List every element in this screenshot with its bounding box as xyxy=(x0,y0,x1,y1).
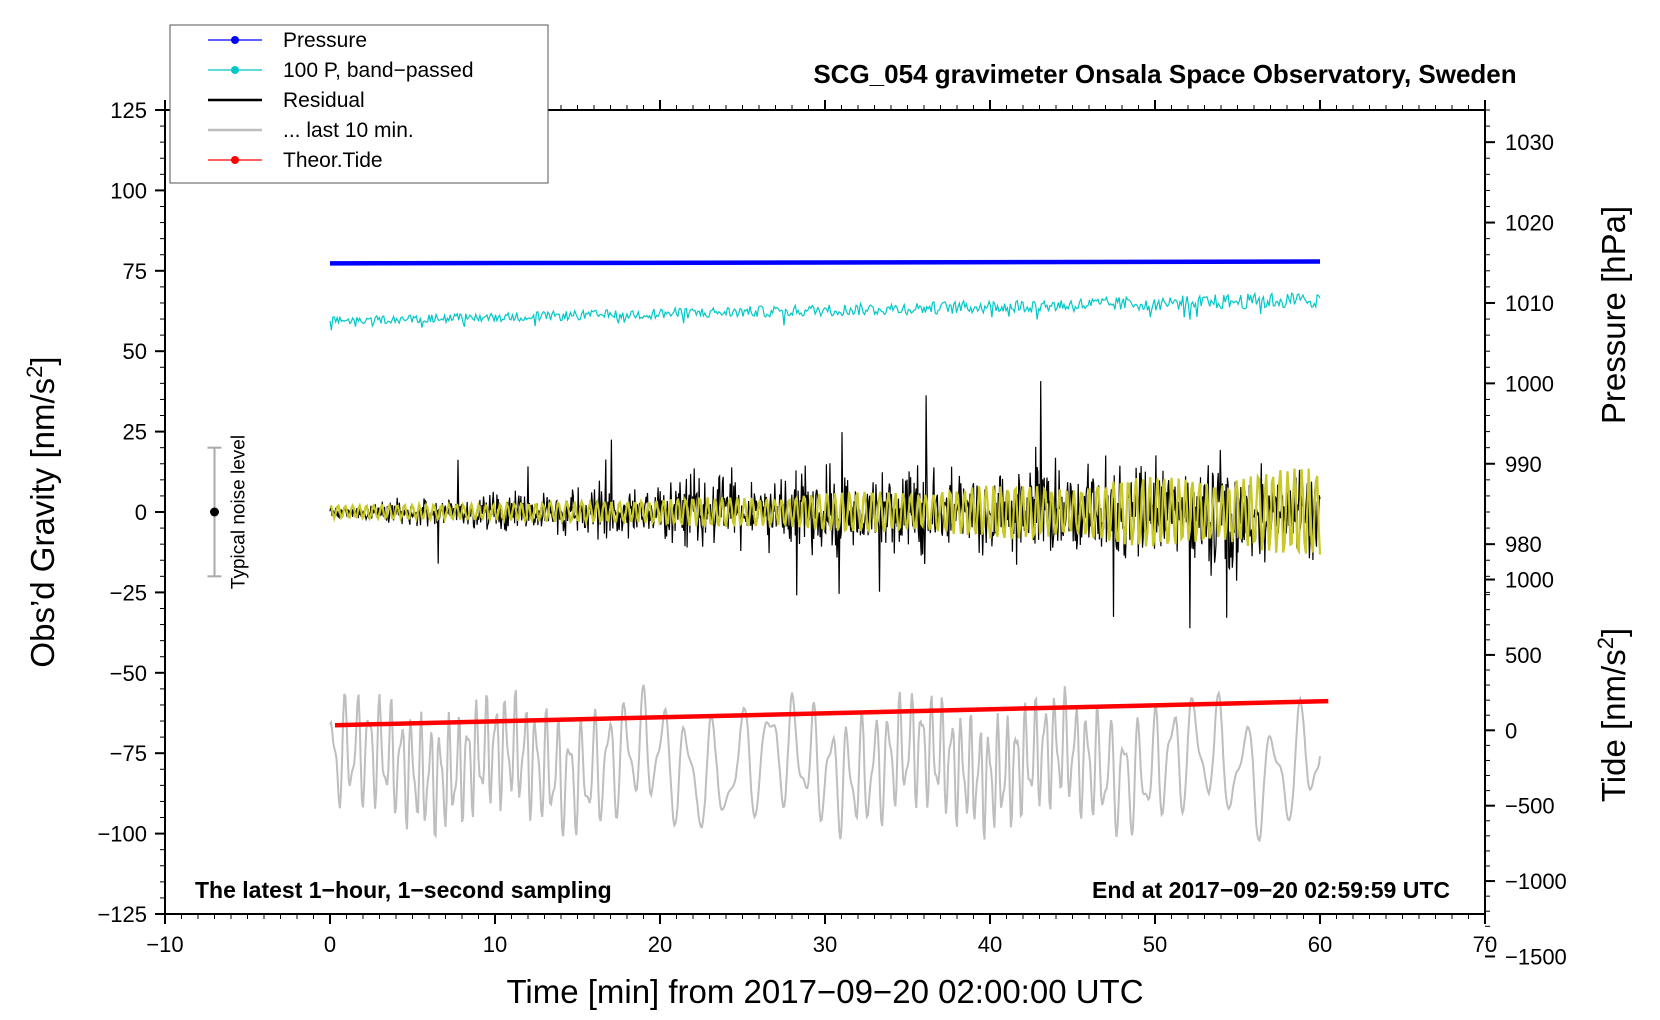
series-theoretical-tide xyxy=(334,698,1329,728)
y-tick-label: 50 xyxy=(123,339,147,364)
legend-label: Theor.Tide xyxy=(283,149,383,172)
left-axis-title-sup: 2 xyxy=(22,366,47,378)
y-tick-label: 100 xyxy=(110,178,147,203)
tide-tick-label: −1000 xyxy=(1505,869,1567,894)
y-tick-label: 25 xyxy=(123,420,147,445)
x-tick-label: 0 xyxy=(324,932,336,957)
legend: Pressure 100 P, band−passed Residual ... la… xyxy=(169,24,549,184)
x-tick-label: 10 xyxy=(483,932,507,957)
x-tick-label: −10 xyxy=(146,932,183,957)
y-tick-label: −25 xyxy=(110,580,147,605)
y-tick-label: 75 xyxy=(123,259,147,284)
legend-label: 100 P, band−passed xyxy=(283,59,474,82)
series-layer xyxy=(329,259,1329,843)
pressure-tick-label: 1030 xyxy=(1505,130,1554,155)
tide-tick-label: 0 xyxy=(1505,718,1517,743)
noise-bar-center-dot xyxy=(210,507,219,517)
legend-items: Pressure 100 P, band−passed Residual ... la… xyxy=(208,29,474,172)
pressure-tick-label: 980 xyxy=(1505,532,1542,557)
tide-tick-label: −500 xyxy=(1505,794,1555,819)
y-axis-ticks: 125 100 75 50 25 0 −25 −50 −75 −100 −125 xyxy=(97,98,165,927)
y-tick-label: −100 xyxy=(97,822,147,847)
tide-axis-ticks: 1000 500 0 −500 −1000 −1500 xyxy=(1485,568,1567,969)
series-pressure xyxy=(329,259,1321,266)
tide-axis-title: Tide [nm/s2] xyxy=(1593,628,1632,802)
pressure-axis-title: Pressure [hPa] xyxy=(1595,206,1632,424)
series-residual-smoothed xyxy=(329,468,1322,556)
chart-title: SCG_054 gravimeter Onsala Space Observat… xyxy=(813,59,1516,89)
y-tick-label: −50 xyxy=(110,661,147,686)
noise-bar-group: Typical noise level xyxy=(207,435,250,589)
legend-label: Residual xyxy=(283,89,365,112)
y-tick-label: 125 xyxy=(110,98,147,123)
x-tick-label: 20 xyxy=(648,932,672,957)
pressure-tick-label: 1010 xyxy=(1505,291,1554,316)
x-axis-title: Time [min] from 2017−09−20 02:00:00 UTC xyxy=(506,973,1143,1010)
y-tick-label: 0 xyxy=(135,500,147,525)
tide-tick-label: 1000 xyxy=(1505,568,1554,593)
noise-bar-label: Typical noise level xyxy=(229,435,250,589)
annotation-left: The latest 1−hour, 1−second sampling xyxy=(195,877,612,903)
pressure-tick-label: 990 xyxy=(1505,452,1542,477)
left-axis-title-close: ] xyxy=(24,356,61,365)
pressure-tick-label: 1000 xyxy=(1505,371,1554,396)
tide-axis-title-sup: 2 xyxy=(1593,637,1618,649)
pressure-tick-label: 1020 xyxy=(1505,211,1554,236)
tide-axis-title-text: Tide [nm/s xyxy=(1595,649,1632,802)
pressure-axis-ticks: 1030 1020 1010 1000 990 980 xyxy=(1485,109,1554,593)
x-tick-label: 40 xyxy=(978,932,1002,957)
y-tick-label: −75 xyxy=(110,741,147,766)
tide-axis-title-close: ] xyxy=(1595,628,1632,637)
series-last-10-min xyxy=(329,684,1321,843)
x-tick-label: 30 xyxy=(813,932,837,957)
legend-marker xyxy=(231,66,239,74)
tide-tick-label: −1500 xyxy=(1505,944,1567,969)
left-axis-title: Obs’d Gravity [nm/s2] xyxy=(22,356,61,667)
legend-marker xyxy=(231,36,239,44)
legend-marker xyxy=(231,156,239,164)
x-axis-ticks: −10 0 10 20 30 40 50 60 70 xyxy=(146,100,1497,957)
x-tick-label: 60 xyxy=(1308,932,1332,957)
tide-tick-label: 500 xyxy=(1505,643,1542,668)
x-tick-label: 50 xyxy=(1143,932,1167,957)
x-tick-label: 70 xyxy=(1473,932,1497,957)
legend-label: Pressure xyxy=(283,29,367,52)
legend-label: ... last 10 min. xyxy=(283,119,414,142)
y-tick-label: −125 xyxy=(97,902,147,927)
annotation-right: End at 2017−09−20 02:59:59 UTC xyxy=(1092,877,1450,903)
left-axis-title-text: Obs’d Gravity [nm/s xyxy=(24,378,61,668)
series-pressure-bandpassed xyxy=(329,291,1321,331)
